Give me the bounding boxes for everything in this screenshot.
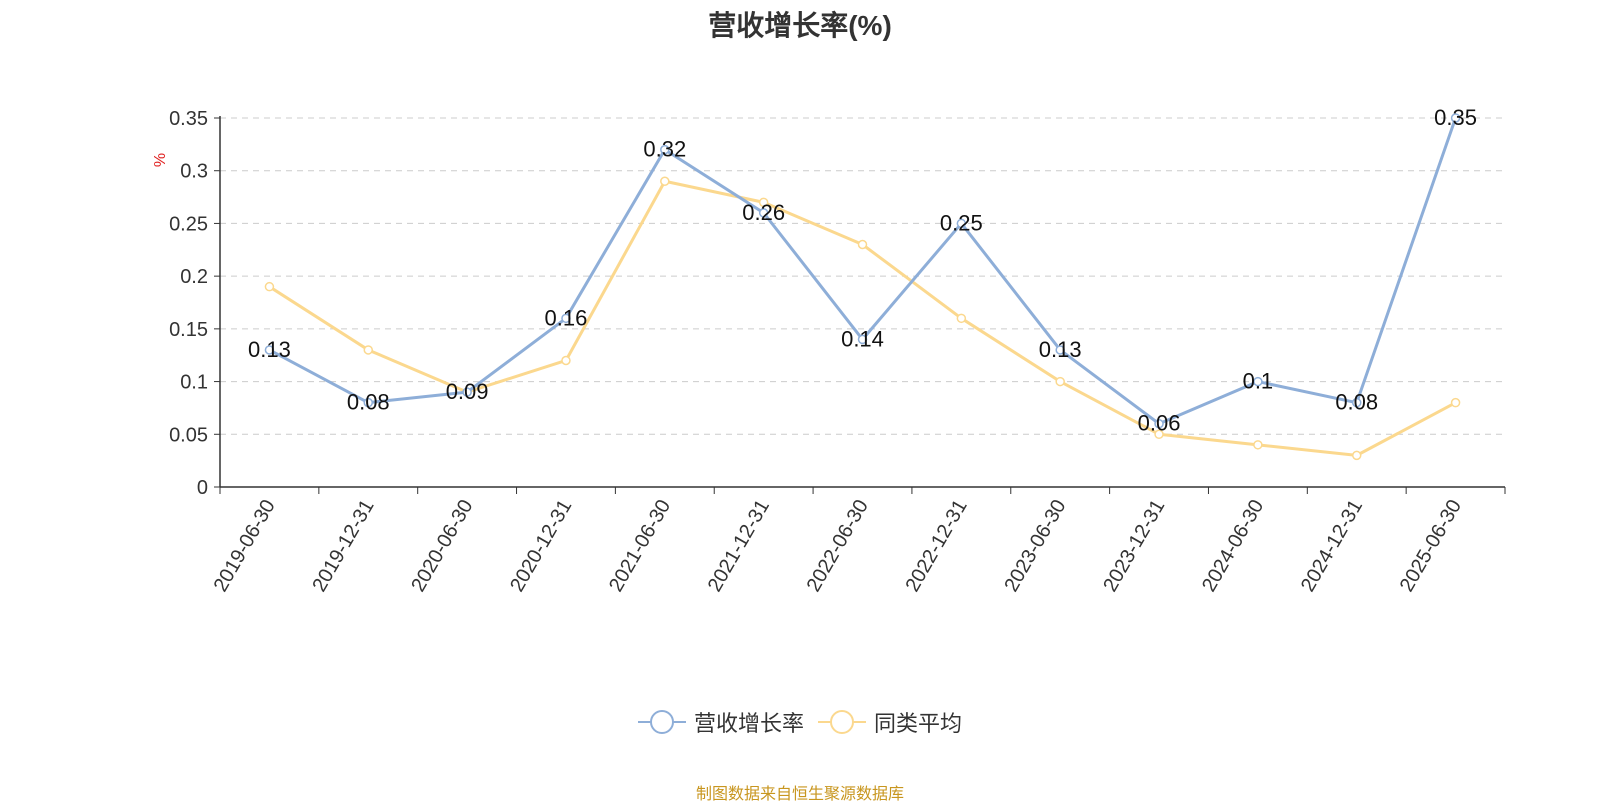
- series-0-point-2: [462, 387, 472, 397]
- x-tick-label-11: 2024-12-31: [1297, 496, 1367, 596]
- series-1-point-12: [1450, 397, 1461, 408]
- x-tick-label-7: 2022-12-31: [902, 496, 972, 596]
- series-1-point-5: [758, 197, 769, 208]
- data-label-9: 0.06: [1138, 411, 1181, 436]
- x-tick-label-0: 2019-06-30: [210, 496, 280, 596]
- series-1-point-0: [264, 281, 275, 292]
- series-1-point-8: [1055, 376, 1065, 387]
- x-tick-label-3: 2020-12-31: [506, 496, 576, 596]
- series-1-point-1: [363, 345, 374, 355]
- series-0-point-6: [857, 334, 868, 345]
- series-1-point-10: [1253, 440, 1263, 450]
- grid-lines: [220, 117, 1505, 435]
- legend-label-peer-average: 同类平均: [874, 711, 963, 736]
- series-0-point-5: [758, 208, 769, 218]
- x-tick-label-1: 2019-12-31: [308, 496, 378, 596]
- data-source-note: 制图数据来自恒生聚源数据库: [695, 786, 904, 803]
- series-0-point-4: [660, 144, 670, 155]
- legend-label-revenue-growth: 营收增长率: [693, 711, 804, 736]
- y-tick-label-4: 0.2: [180, 266, 208, 288]
- data-label-4: 0.32: [643, 137, 686, 162]
- x-tick-label-2: 2020-06-30: [407, 496, 477, 596]
- x-tick-label-5: 2021-12-31: [704, 496, 774, 596]
- series-1-point-7: [956, 313, 967, 324]
- line-chart: 0 0.05 0.1 0.15 0.2 0.25 0.3 0.35 2019-06-30 2019…: [152, 105, 1506, 596]
- series-0-point-9: [1154, 418, 1164, 429]
- series-1-point-6: [857, 239, 868, 250]
- y-tick-label-3: 0.15: [169, 319, 208, 341]
- x-tick-label-8: 2023-06-30: [1000, 496, 1070, 596]
- series-0-point-8: [1055, 345, 1065, 355]
- data-label-11: 0.08: [1335, 390, 1378, 415]
- x-tick-label-10: 2024-06-30: [1198, 496, 1268, 596]
- data-label-8: 0.13: [1039, 337, 1082, 362]
- data-label-0: 0.13: [248, 337, 291, 362]
- series-1-point-4: [660, 176, 670, 187]
- legend-swatch-revenue-growth: [637, 710, 686, 734]
- series-1-point-11: [1351, 450, 1362, 461]
- data-label-6: 0.14: [841, 326, 884, 351]
- y-tick-label-1: 0.05: [169, 424, 208, 446]
- y-tick-label-7: 0.35: [169, 108, 208, 130]
- legend-swatch-peer-average: [818, 710, 866, 734]
- chart-title: 营收增长率(%): [708, 10, 892, 41]
- y-axis-label: %: [152, 153, 169, 167]
- x-tick-label-12: 2025-06-30: [1396, 496, 1466, 596]
- legend-item-peer-average[interactable]: 同类平均: [818, 706, 962, 738]
- series-0-point-7: [956, 218, 967, 229]
- y-tick-label-2: 0.1: [180, 372, 208, 394]
- series-0-point-10: [1253, 376, 1263, 387]
- y-tick-label-0: 0: [197, 477, 208, 499]
- series-0-point-12: [1450, 113, 1461, 123]
- y-tick-label-6: 0.3: [180, 161, 208, 183]
- data-label-7: 0.25: [940, 210, 983, 235]
- x-tick-label-9: 2023-12-31: [1099, 496, 1169, 596]
- data-label-3: 0.16: [545, 305, 588, 330]
- series-0-point-3: [561, 313, 571, 324]
- series-0-point-11: [1351, 397, 1362, 408]
- series-1-point-3: [561, 355, 571, 366]
- legend: 营收增长率 同类平均: [0, 706, 1600, 738]
- y-tick-label-5: 0.25: [169, 213, 208, 235]
- x-tick-label-6: 2022-06-30: [803, 496, 873, 596]
- data-label-5: 0.26: [742, 200, 785, 225]
- data-label-12: 0.35: [1434, 105, 1477, 130]
- data-label-2: 0.09: [446, 379, 489, 404]
- data-label-1: 0.08: [347, 390, 390, 415]
- series-0-point-0: [264, 345, 275, 355]
- series-1-point-9: [1154, 429, 1164, 440]
- data-label-10: 0.1: [1243, 369, 1274, 394]
- legend-item-revenue-growth[interactable]: 营收增长率: [637, 706, 804, 738]
- x-tick-label-4: 2021-06-30: [605, 496, 675, 596]
- series-0-point-1: [363, 397, 374, 408]
- series-lines: [264, 113, 1461, 461]
- series-line-1: [268, 179, 1457, 457]
- data-labels: 0.13 0.08 0.09 0.16 0.32 0.26 0.14 0.25 0.13 0.06…: [248, 105, 1477, 436]
- series-line-0: [268, 117, 1457, 426]
